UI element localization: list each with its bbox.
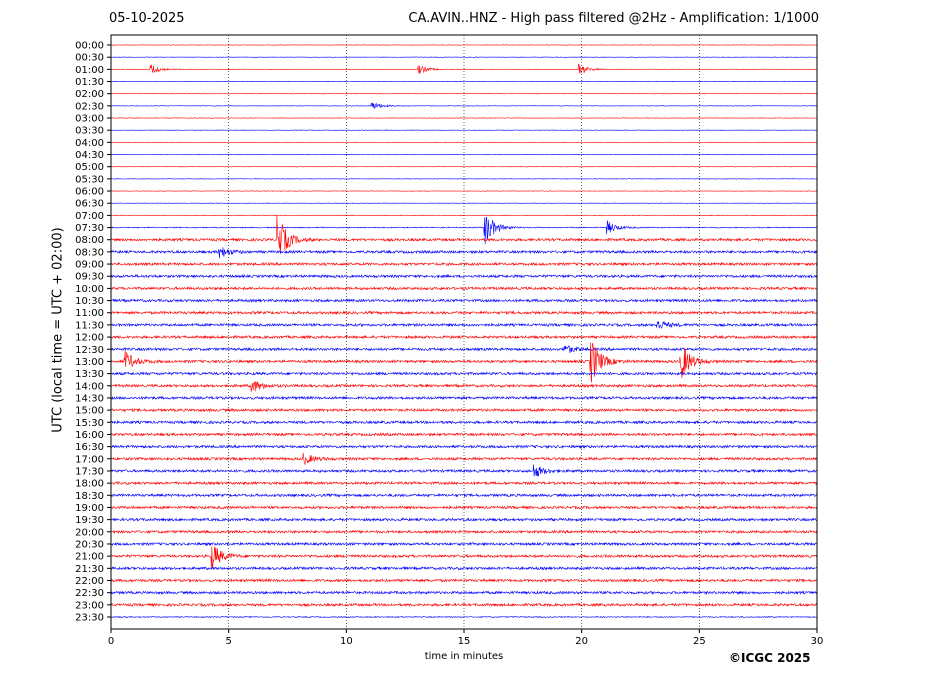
trace-0230: [110, 102, 818, 109]
y-tick-label-1930: 19:30: [75, 515, 104, 526]
y-tick-label-0600: 06:00: [75, 187, 104, 198]
date-label: 05-10-2025: [109, 11, 185, 26]
trace-1230: [110, 345, 818, 353]
y-tick-label-2230: 22:30: [75, 588, 104, 599]
trace-1930: [110, 517, 818, 523]
trace-0300: [110, 117, 818, 119]
chart-title: CA.AVIN..HNZ - High pass filtered @2Hz -…: [408, 11, 819, 26]
trace-1630: [110, 444, 818, 449]
y-tick-label-0530: 05:30: [75, 174, 104, 185]
trace-0400: [110, 141, 818, 144]
y-tick-label-0130: 01:30: [75, 77, 104, 88]
y-tick-label-1800: 18:00: [75, 479, 104, 490]
y-tick-label-0000: 00:00: [75, 41, 104, 52]
trace-0030: [110, 56, 818, 58]
trace-1100: [110, 310, 818, 316]
y-tick-label-2000: 20:00: [75, 527, 104, 538]
y-tick-label-2100: 21:00: [75, 552, 104, 563]
y-tick-label-0630: 06:30: [75, 199, 104, 210]
trace-0100: [110, 63, 818, 74]
trace-0930: [110, 273, 818, 279]
x-tick-label-20: 20: [575, 636, 588, 647]
y-tick-label-0730: 07:30: [75, 223, 104, 234]
y-tick-label-1100: 11:00: [75, 308, 104, 319]
axes-layer: 0 5 10 15 20 25 30 00:0000:3001:0001:3002:0002:…: [75, 34, 824, 647]
y-tick-label-0330: 03:30: [75, 126, 104, 137]
copyright-label: ©ICGC 2025: [729, 651, 811, 665]
y-tick-label-0500: 05:00: [75, 162, 104, 173]
x-axis-label: time in minutes: [424, 651, 504, 662]
x-tick-label-10: 10: [340, 636, 353, 647]
y-tick-label-0800: 08:00: [75, 235, 104, 246]
y-tick-label-0900: 09:00: [75, 260, 104, 271]
y-tick-label-1530: 15:30: [75, 418, 104, 429]
y-tick-label-1030: 10:30: [75, 296, 104, 307]
y-tick-label-1300: 13:00: [75, 357, 104, 368]
y-tick-label-2300: 23:00: [75, 600, 104, 611]
y-tick-label-1730: 17:30: [75, 466, 104, 477]
y-tick-label-0030: 00:30: [75, 53, 104, 64]
y-tick-label-0230: 02:30: [75, 101, 104, 112]
trace-0200: [110, 93, 818, 95]
y-tick-label-0300: 03:00: [75, 114, 104, 125]
trace-1200: [110, 334, 818, 340]
x-tick-label-0: 0: [108, 636, 114, 647]
y-tick-label-1330: 13:30: [75, 369, 104, 380]
trace-1030: [110, 298, 818, 303]
trace-0330: [110, 129, 818, 131]
y-tick-label-1630: 16:30: [75, 442, 104, 453]
y-tick-label-2330: 23:30: [75, 612, 104, 623]
trace-0500: [110, 166, 818, 168]
x-tick-label-15: 15: [458, 636, 471, 647]
trace-1500: [110, 407, 818, 413]
y-tick-label-2200: 22:00: [75, 576, 104, 587]
x-tick-label-25: 25: [693, 636, 706, 647]
y-tick-label-1000: 10:00: [75, 284, 104, 295]
y-tick-label-1600: 16:00: [75, 430, 104, 441]
y-tick-label-1430: 14:30: [75, 393, 104, 404]
y-tick-label-1130: 11:30: [75, 320, 104, 331]
y-tick-label-1200: 12:00: [75, 333, 104, 344]
y-tick-label-0930: 09:30: [75, 272, 104, 283]
y-tick-label-0400: 04:00: [75, 138, 104, 149]
trace-0800: [110, 214, 818, 254]
y-tick-label-1830: 18:30: [75, 491, 104, 502]
y-tick-label-0430: 04:30: [75, 150, 104, 161]
trace-0530: [110, 178, 818, 180]
trace-2130: [110, 565, 818, 571]
trace-0130: [110, 80, 818, 83]
trace-0430: [110, 153, 818, 156]
y-tick-label-2030: 20:30: [75, 539, 104, 550]
y-tick-label-0700: 07:00: [75, 211, 104, 222]
trace-2100: [110, 546, 818, 569]
trace-2030: [110, 541, 818, 547]
trace-0830: [110, 247, 818, 259]
y-tick-label-0100: 01:00: [75, 65, 104, 76]
x-tick-label-5: 5: [225, 636, 231, 647]
trace-layer: [110, 44, 818, 619]
y-tick-label-1700: 17:00: [75, 454, 104, 465]
y-tick-label-2130: 21:30: [75, 564, 104, 575]
trace-1130: [110, 321, 818, 329]
y-tick-label-1400: 14:00: [75, 381, 104, 392]
y-tick-label-1900: 19:00: [75, 503, 104, 514]
trace-1400: [110, 381, 818, 392]
y-axis-label: UTC (local time = UTC + 02:00): [50, 227, 66, 433]
y-tick-label-0200: 02:00: [75, 89, 104, 100]
trace-2230: [110, 590, 818, 596]
y-tick-label-0830: 08:30: [75, 247, 104, 258]
grid-layer: [228, 35, 700, 629]
y-tick-label-1500: 15:00: [75, 406, 104, 417]
x-tick-label-30: 30: [811, 636, 824, 647]
y-tick-label-1230: 12:30: [75, 345, 104, 356]
